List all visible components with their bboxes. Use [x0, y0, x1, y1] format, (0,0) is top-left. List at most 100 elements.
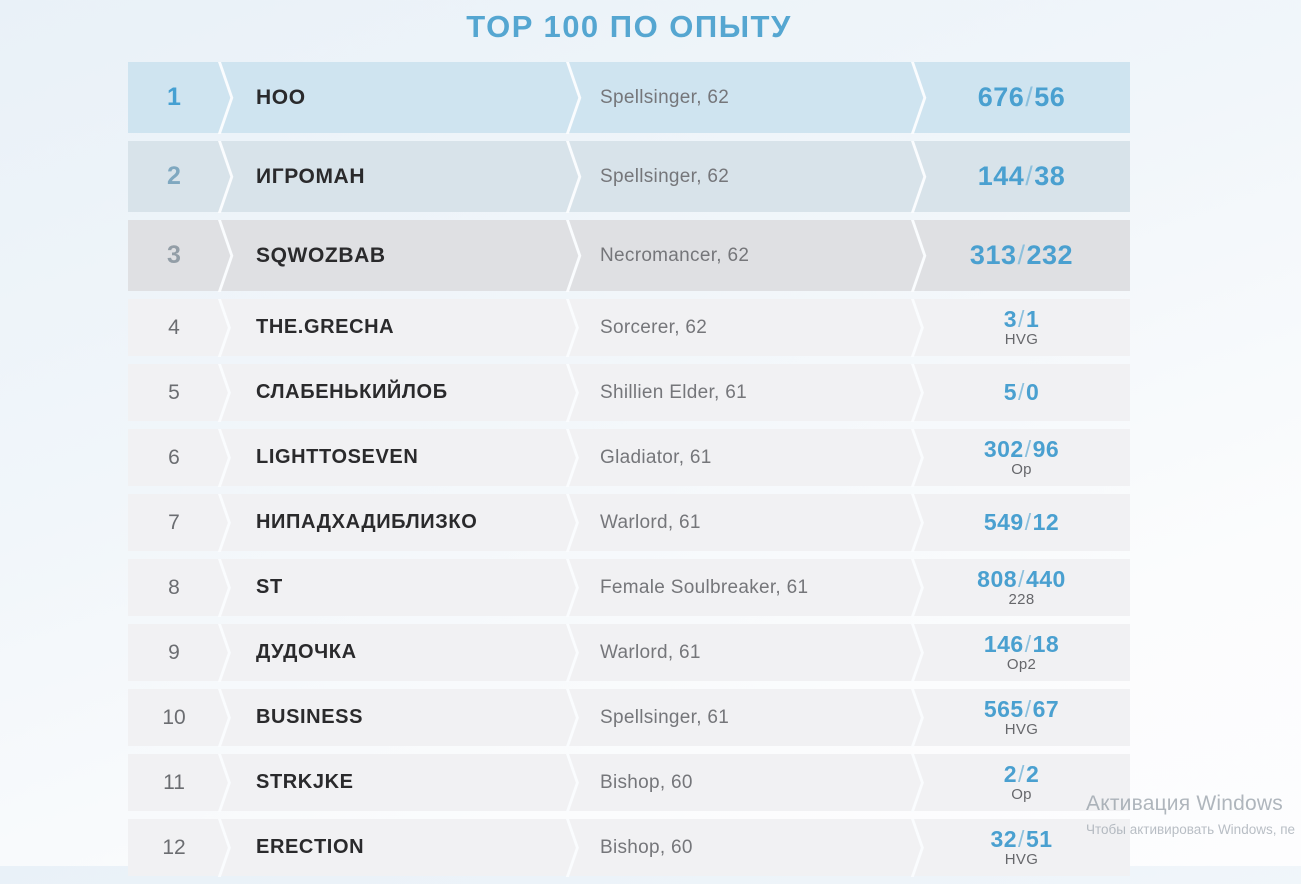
class-and-level: Spellsinger, 62: [600, 165, 730, 187]
score-slash: /: [1018, 305, 1025, 332]
name-cell: HOO: [220, 62, 568, 133]
score-right: 67: [1032, 695, 1060, 722]
score-tag: HVG: [1004, 330, 1039, 348]
class-cell: Gladiator, 61: [568, 429, 913, 486]
player-name: ST: [256, 576, 283, 598]
score-slash: /: [1018, 760, 1025, 787]
rank-cell: 12: [128, 819, 220, 876]
score-right: 51: [1025, 825, 1053, 852]
score-left: 302: [983, 435, 1024, 462]
score-left: 144: [977, 161, 1025, 192]
score-left: 2: [1003, 760, 1018, 787]
score-cell: 144/38: [913, 141, 1130, 212]
score-cell: 676/56: [913, 62, 1130, 133]
name-cell: SQWOZBAB: [220, 220, 568, 291]
class-and-level: Shillien Elder, 61: [600, 381, 747, 403]
rank-cell: 7: [128, 494, 220, 551]
rank-number: 10: [162, 705, 186, 729]
score-left: 313: [969, 240, 1017, 271]
score-value: 144/38: [978, 162, 1066, 190]
score-left: 565: [983, 695, 1024, 722]
score-tag: Op: [1011, 460, 1032, 478]
class-cell: Bishop, 60: [568, 754, 913, 811]
rank-number: 8: [168, 575, 180, 599]
score-left: 32: [990, 825, 1018, 852]
class-cell: Spellsinger, 61: [568, 689, 913, 746]
score-slash: /: [1025, 161, 1034, 192]
page-title: TOP 100 ПО ОПЫТУ: [466, 9, 792, 44]
score-value: 146/18: [984, 632, 1059, 656]
score-left: 549: [983, 509, 1024, 536]
score-cell: 3/1 HVG: [913, 299, 1130, 356]
score-value: 565/67: [984, 697, 1059, 721]
score-tag: 228: [1008, 590, 1035, 608]
player-name: ДУДОЧКА: [256, 641, 357, 663]
player-name: ИГРОМАН: [256, 164, 366, 188]
rank-cell: 11: [128, 754, 220, 811]
score-cell: 32/51 HVG: [913, 819, 1130, 876]
score-tag: HVG: [1004, 850, 1039, 868]
table-row: 5 СЛАБЕНЬКИЙЛОБ Shillien Elder, 61 5/0: [128, 364, 1130, 421]
table-row: 6 LIGHTTOSEVEN Gladiator, 61 302/96 Op: [128, 429, 1130, 486]
score-cell: 565/67 HVG: [913, 689, 1130, 746]
rank-cell: 8: [128, 559, 220, 616]
table-row: 1 HOO Spellsinger, 62 676/56: [128, 62, 1130, 133]
score-right: 0: [1025, 379, 1040, 406]
rank-number: 1: [167, 83, 181, 111]
name-cell: СЛАБЕНЬКИЙЛОБ: [220, 364, 568, 421]
rank-number: 11: [163, 770, 185, 794]
player-name: THE.GRECHA: [256, 316, 395, 338]
score-value: 808/440: [977, 567, 1066, 591]
score-right: 1: [1025, 305, 1040, 332]
score-value: 302/96: [984, 437, 1059, 461]
rank-cell: 4: [128, 299, 220, 356]
class-and-level: Warlord, 61: [600, 511, 701, 533]
player-name: SQWOZBAB: [256, 243, 386, 267]
score-slash: /: [1024, 435, 1032, 462]
rank-cell: 9: [128, 624, 220, 681]
score-slash: /: [1018, 379, 1025, 406]
name-cell: ST: [220, 559, 568, 616]
table-row: 12 ERECTION Bishop, 60 32/51 HVG: [128, 819, 1130, 876]
score-value: 2/2: [1004, 762, 1039, 786]
player-name: BUSINESS: [256, 706, 364, 728]
name-cell: LIGHTTOSEVEN: [220, 429, 568, 486]
name-cell: BUSINESS: [220, 689, 568, 746]
class-and-level: Female Soulbreaker, 61: [600, 576, 809, 598]
rank-number: 12: [162, 835, 186, 859]
player-name: HOO: [256, 85, 306, 109]
class-cell: Warlord, 61: [568, 624, 913, 681]
name-cell: THE.GRECHA: [220, 299, 568, 356]
score-right: 2: [1025, 760, 1040, 787]
score-slash: /: [1024, 630, 1032, 657]
name-cell: STRKJKE: [220, 754, 568, 811]
score-right: 440: [1025, 565, 1066, 592]
table-row: 8 ST Female Soulbreaker, 61 808/440 228: [128, 559, 1130, 616]
rank-cell: 6: [128, 429, 220, 486]
rank-number: 9: [168, 640, 180, 664]
score-slash: /: [1024, 509, 1032, 536]
score-value: 676/56: [978, 83, 1066, 111]
table-row: 11 STRKJKE Bishop, 60 2/2 Op: [128, 754, 1130, 811]
player-name: STRKJKE: [256, 771, 354, 793]
class-and-level: Necromancer, 62: [600, 244, 750, 266]
score-cell: 808/440 228: [913, 559, 1130, 616]
table-row: 4 THE.GRECHA Sorcerer, 62 3/1 HVG: [128, 299, 1130, 356]
rank-cell: 1: [128, 62, 220, 133]
score-left: 676: [977, 82, 1025, 113]
table-row: 7 НИПАДХАДИБЛИЗКО Warlord, 61 549/12: [128, 494, 1130, 551]
class-cell: Female Soulbreaker, 61: [568, 559, 913, 616]
rank-number: 7: [168, 510, 180, 534]
score-slash: /: [1018, 565, 1025, 592]
score-tag: HVG: [1004, 720, 1039, 738]
score-value: 3/1: [1004, 307, 1039, 331]
table-row: 2 ИГРОМАН Spellsinger, 62 144/38: [128, 141, 1130, 212]
class-cell: Spellsinger, 62: [568, 62, 913, 133]
rank-cell: 5: [128, 364, 220, 421]
class-and-level: Sorcerer, 62: [600, 316, 708, 338]
score-tag: Op: [1011, 785, 1032, 803]
score-right: 38: [1034, 161, 1066, 192]
rank-cell: 10: [128, 689, 220, 746]
score-cell: 2/2 Op: [913, 754, 1130, 811]
score-cell: 313/232: [913, 220, 1130, 291]
